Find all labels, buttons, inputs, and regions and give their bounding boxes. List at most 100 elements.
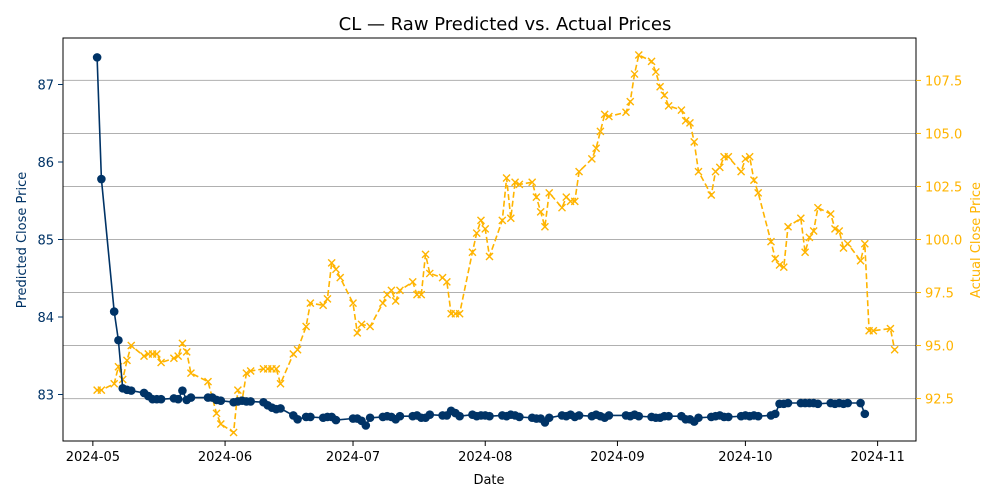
actual-price-marker — [843, 239, 852, 248]
actual-price-marker — [349, 299, 358, 308]
actual-price-marker — [737, 167, 746, 176]
actual-price-marker — [511, 178, 520, 187]
actual-price-marker — [152, 350, 161, 359]
actual-price-marker — [724, 152, 733, 161]
actual-price-marker — [813, 203, 822, 212]
actual-price-marker — [592, 144, 601, 153]
actual-price-marker — [741, 154, 750, 163]
predicted-price-line — [96, 57, 866, 427]
predicted-price-marker — [753, 411, 763, 421]
actual-price-marker — [570, 197, 579, 206]
predicted-price-marker — [293, 415, 302, 424]
predicted-price-marker — [173, 394, 183, 404]
actual-price-marker — [178, 339, 187, 348]
actual-price-marker — [771, 254, 780, 263]
actual-price-marker — [242, 369, 251, 378]
marker-stroke — [502, 173, 511, 182]
marker-stroke — [152, 350, 161, 359]
marker-stroke — [229, 428, 238, 437]
predicted-price-marker — [843, 398, 853, 408]
marker-stroke — [677, 106, 686, 115]
predicted-price-marker — [306, 412, 315, 422]
marker-stroke — [302, 322, 311, 331]
actual-price-marker — [801, 248, 810, 257]
actual-price-marker — [660, 91, 669, 100]
actual-price-marker — [306, 299, 315, 308]
marker-stroke — [575, 167, 584, 176]
left-y-tick-label: 87 — [37, 79, 54, 94]
marker-stroke — [890, 345, 899, 354]
marker-stroke — [498, 216, 507, 225]
actual-price-marker — [775, 260, 784, 269]
actual-price-marker — [860, 239, 869, 248]
marker-stroke — [468, 248, 477, 257]
marker-stroke — [540, 222, 549, 231]
left-y-axis-label: Predicted Close Price — [15, 172, 30, 308]
actual-price-marker — [890, 345, 899, 354]
predicted-price-marker — [425, 410, 435, 419]
actual-price-marker — [157, 358, 166, 367]
actual-price-marker — [302, 322, 311, 331]
actual-price-marker — [276, 379, 285, 388]
actual-price-marker — [122, 356, 131, 365]
predicted-price-marker — [694, 413, 703, 423]
marker-stroke — [737, 167, 746, 176]
actual-price-marker — [805, 233, 814, 242]
marker-stroke — [809, 227, 818, 236]
marker-stroke — [664, 101, 673, 110]
marker-stroke — [511, 178, 520, 187]
x-tick-label: 2024-08 — [458, 450, 512, 465]
marker-stroke — [536, 207, 545, 216]
predicted-price-marker — [574, 411, 584, 420]
actual-price-marker — [647, 57, 656, 66]
predicted-price-marker — [114, 335, 123, 345]
predicted-price-marker — [395, 411, 405, 421]
actual-price-marker — [182, 347, 191, 356]
actual-price-marker — [327, 258, 336, 267]
marker-stroke — [813, 203, 822, 212]
actual-price-marker — [498, 216, 507, 225]
predicted-price-marker — [783, 398, 793, 408]
marker-stroke — [391, 297, 400, 306]
marker-stroke — [169, 354, 178, 363]
marker-stroke — [481, 224, 490, 233]
actual-price-marker — [766, 237, 775, 246]
actual-price-marker — [515, 180, 524, 189]
actual-price-marker — [378, 299, 387, 308]
actual-price-marker — [587, 154, 596, 163]
marker-stroke — [745, 152, 754, 161]
marker-stroke — [122, 356, 131, 365]
actual-price-marker — [421, 250, 430, 259]
actual-price-line — [97, 53, 896, 434]
marker-stroke — [331, 265, 340, 274]
marker-stroke — [604, 112, 613, 121]
marker-stroke — [408, 277, 417, 286]
actual-price-marker — [110, 379, 119, 388]
marker-stroke — [353, 328, 362, 337]
marker-stroke — [532, 193, 541, 202]
marker-stroke — [276, 379, 285, 388]
actual-price-marker — [784, 222, 793, 231]
actual-price-marker — [506, 214, 515, 223]
marker-stroke — [455, 309, 464, 318]
actual-price-marker — [779, 263, 788, 272]
actual-price-marker — [690, 137, 699, 146]
x-axis: 2024-05 2024-06 2024-07 2024-08 2024-09 2024-… — [66, 441, 905, 465]
actual-price-marker — [357, 320, 366, 329]
marker-stroke — [272, 364, 281, 373]
left-y-tick-label: 86 — [37, 156, 54, 171]
actual-price-marker — [685, 118, 694, 127]
actual-price-marker — [140, 352, 149, 361]
actual-price-marker — [233, 386, 242, 395]
actual-price-marker — [97, 386, 106, 395]
marker-stroke — [336, 273, 345, 282]
actual-price-marker — [174, 352, 183, 361]
marker-stroke — [378, 299, 387, 308]
marker-stroke — [515, 180, 524, 189]
marker-stroke — [216, 420, 225, 429]
predicted-price-marker — [246, 397, 255, 406]
actual-price-marker — [442, 277, 451, 286]
x-tick-label: 2024-07 — [326, 450, 380, 465]
actual-price-marker — [246, 367, 255, 376]
actual-price-marker — [558, 203, 566, 212]
